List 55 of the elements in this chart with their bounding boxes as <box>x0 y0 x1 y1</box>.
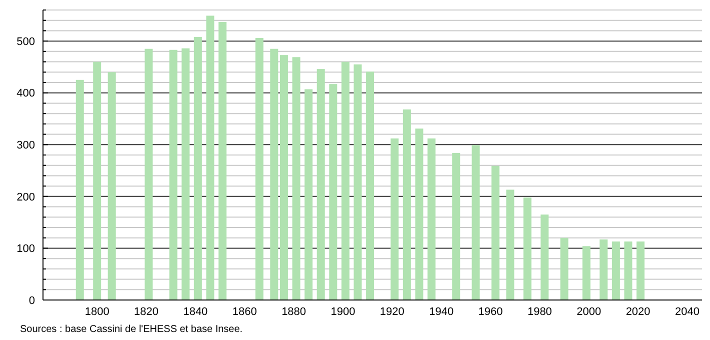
bar <box>280 55 288 300</box>
source-note: Sources : base Cassini de l'EHESS et base Insee. <box>20 324 243 335</box>
bar <box>270 48 278 300</box>
y-tick-label: 100 <box>16 243 35 256</box>
bar <box>108 72 116 300</box>
y-tick-label: 0 <box>28 294 35 307</box>
x-tick-label: 1940 <box>429 306 454 318</box>
bar <box>93 62 102 300</box>
x-tick-label: 1920 <box>380 306 404 318</box>
x-tick-label: 1860 <box>232 306 257 318</box>
bar <box>316 69 325 300</box>
bar <box>76 80 84 300</box>
bar <box>366 72 374 300</box>
x-tick-label: 2020 <box>626 306 650 318</box>
bar <box>206 16 214 300</box>
bar <box>506 190 514 300</box>
bar <box>612 241 620 300</box>
bar <box>600 239 608 300</box>
bar <box>523 197 532 300</box>
x-tick-label: 1820 <box>134 306 159 318</box>
y-tick-label: 200 <box>16 191 35 204</box>
x-tick-label: 1800 <box>84 306 110 318</box>
y-tick-label: 300 <box>16 139 35 152</box>
bar <box>624 241 632 300</box>
x-tick-label: 1840 <box>183 306 208 318</box>
bar <box>540 214 549 300</box>
bar <box>636 241 645 300</box>
bar <box>292 57 300 300</box>
bar <box>304 89 313 300</box>
bar <box>354 64 362 300</box>
bar <box>582 246 590 300</box>
bar <box>341 62 350 300</box>
bar <box>182 48 190 300</box>
bar <box>144 48 153 300</box>
y-tick-label: 500 <box>16 36 35 48</box>
y-tick-label: 400 <box>16 88 35 100</box>
bar <box>560 238 568 300</box>
x-tick-label: 2040 <box>675 306 700 318</box>
bar <box>402 109 411 300</box>
bar <box>194 36 202 300</box>
x-tick-label: 1960 <box>478 306 503 318</box>
bar <box>452 152 460 300</box>
bar <box>329 84 338 300</box>
x-tick-label: 1980 <box>527 306 552 318</box>
bar <box>390 138 399 300</box>
bar <box>472 145 480 300</box>
bar <box>491 166 500 300</box>
x-tick-label: 1900 <box>330 306 356 318</box>
bar <box>218 22 227 300</box>
bar <box>255 38 264 300</box>
x-tick-label: 2000 <box>576 306 602 318</box>
bar <box>428 138 436 300</box>
bar <box>415 128 424 300</box>
bar <box>169 50 178 300</box>
x-tick-label: 1880 <box>282 306 306 318</box>
